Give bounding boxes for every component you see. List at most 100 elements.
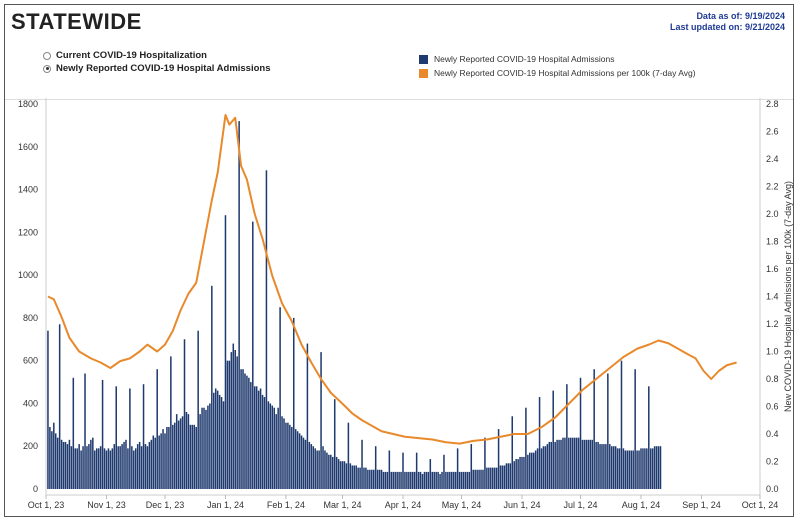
bar xyxy=(92,437,94,489)
bar xyxy=(330,454,332,489)
bar xyxy=(570,437,572,489)
bar xyxy=(175,414,178,489)
legend-swatch-bars xyxy=(419,54,428,64)
bar xyxy=(587,439,590,489)
bar xyxy=(636,450,638,489)
bar xyxy=(66,444,69,489)
radio-checked-icon[interactable] xyxy=(43,64,51,73)
bar xyxy=(365,467,367,489)
bar xyxy=(248,377,250,489)
bar xyxy=(134,448,137,489)
bar xyxy=(649,448,652,489)
bar xyxy=(449,471,451,489)
bar xyxy=(308,441,311,489)
bar xyxy=(501,465,504,489)
bar xyxy=(371,469,373,489)
bar xyxy=(138,441,141,489)
bar xyxy=(618,448,621,489)
x-tick-label: Dec 1, 23 xyxy=(146,500,185,510)
bar xyxy=(140,446,143,489)
bar xyxy=(324,450,326,489)
bar xyxy=(609,444,611,489)
bar xyxy=(300,435,303,489)
bar xyxy=(232,343,235,489)
bar xyxy=(419,471,422,489)
bar xyxy=(250,382,252,489)
bar xyxy=(154,437,157,489)
legend-label: Newly Reported COVID-19 Hospital Admissi… xyxy=(434,54,615,64)
bar xyxy=(651,448,654,489)
bar xyxy=(503,465,506,489)
bar xyxy=(451,471,453,489)
x-tick-label: Mar 1, 24 xyxy=(324,500,362,510)
bar xyxy=(99,446,102,489)
radio-current-hospitalization[interactable]: Current COVID-19 Hospitalization xyxy=(43,49,271,62)
bar xyxy=(58,324,61,489)
bar xyxy=(333,399,336,489)
bar xyxy=(478,469,480,489)
bar xyxy=(302,437,305,489)
bar xyxy=(222,401,225,489)
bar xyxy=(396,471,398,489)
y2-tick-label: 0.0 xyxy=(766,484,779,494)
y-tick-label: 1800 xyxy=(18,99,38,109)
avg-line xyxy=(47,114,737,445)
divider xyxy=(5,99,793,100)
x-tick-label: Aug 1, 24 xyxy=(622,500,661,510)
bar xyxy=(599,444,601,489)
bar xyxy=(482,469,484,489)
bar xyxy=(312,446,315,489)
bar xyxy=(351,465,354,489)
bar xyxy=(486,467,488,489)
bar xyxy=(320,352,322,489)
bar xyxy=(435,471,437,489)
bar xyxy=(283,418,285,489)
bar xyxy=(310,444,313,489)
bar xyxy=(131,446,133,489)
bar xyxy=(78,444,80,489)
bar xyxy=(277,407,279,489)
bar xyxy=(605,444,607,489)
bar xyxy=(575,437,578,489)
bar xyxy=(517,459,519,489)
bar xyxy=(289,424,291,489)
bar xyxy=(168,426,170,489)
bar xyxy=(185,412,188,489)
bar xyxy=(142,384,145,489)
bar xyxy=(328,454,330,489)
radio-new-admissions[interactable]: Newly Reported COVID-19 Hospital Admissi… xyxy=(43,62,271,75)
bar xyxy=(203,407,205,489)
radio-unchecked-icon[interactable] xyxy=(43,51,51,60)
bar xyxy=(577,437,580,489)
bar xyxy=(597,441,599,489)
bar xyxy=(548,441,551,489)
bar xyxy=(228,360,231,489)
bar xyxy=(552,390,554,489)
bar xyxy=(97,448,100,489)
y2-tick-label: 2.4 xyxy=(766,154,779,164)
bar xyxy=(505,463,508,489)
bar xyxy=(507,463,510,489)
x-tick-label: May 1, 24 xyxy=(442,500,482,510)
bar xyxy=(242,369,244,489)
x-tick-label: Oct 1, 24 xyxy=(742,500,779,510)
bar xyxy=(415,452,418,489)
bar xyxy=(287,422,289,489)
bar xyxy=(90,439,92,489)
bar xyxy=(214,388,217,489)
bar xyxy=(585,439,588,489)
bar xyxy=(593,369,595,489)
bar xyxy=(488,467,490,489)
bar xyxy=(213,392,215,489)
bar xyxy=(177,420,180,489)
bar xyxy=(437,471,439,489)
bar xyxy=(263,397,266,489)
bar xyxy=(226,360,229,489)
bar xyxy=(109,450,112,489)
bar xyxy=(265,170,268,489)
bar xyxy=(107,448,110,489)
bar xyxy=(530,452,533,489)
bar xyxy=(335,456,338,489)
bar xyxy=(54,433,57,489)
bar xyxy=(183,339,186,489)
